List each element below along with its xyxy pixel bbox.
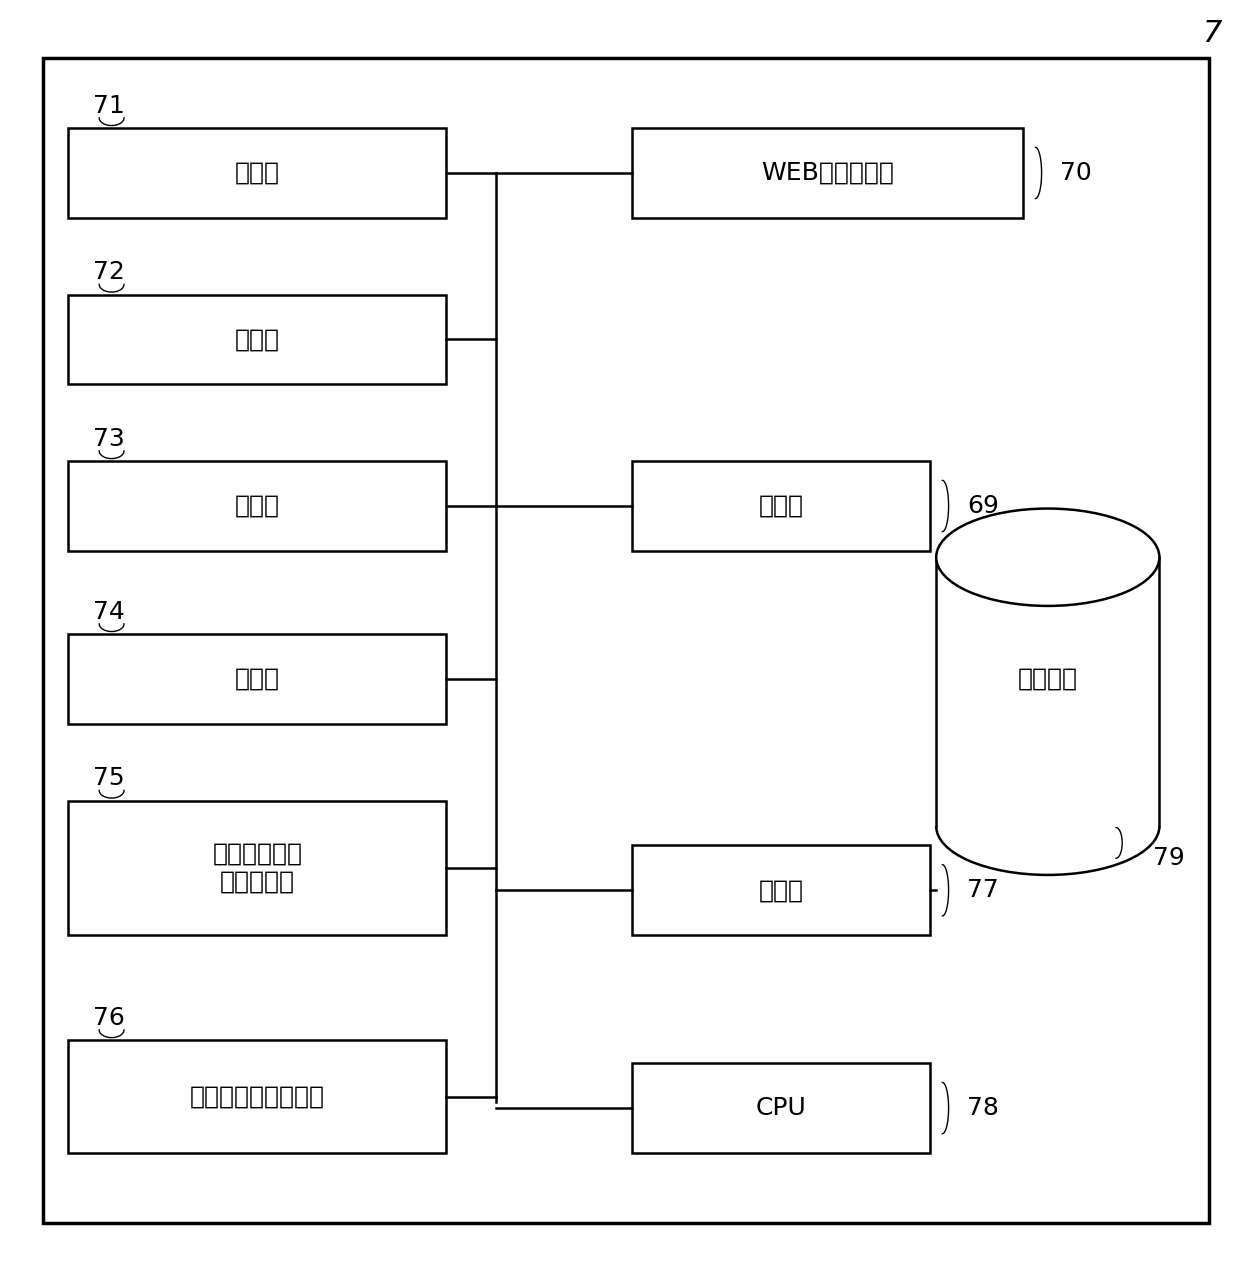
Text: 注册块: 注册块 — [759, 494, 804, 518]
Bar — [68, 801, 446, 935]
Text: 内存块: 内存块 — [759, 879, 804, 902]
Text: 70: 70 — [1060, 161, 1092, 184]
Text: 69: 69 — [967, 494, 999, 518]
Bar — [632, 128, 1023, 218]
Text: 接收块: 接收块 — [234, 328, 280, 351]
Text: 73: 73 — [93, 427, 125, 451]
Bar — [68, 295, 446, 384]
Text: WEB屏幕生成块: WEB屏幕生成块 — [761, 161, 894, 184]
Text: 输入块: 输入块 — [234, 494, 280, 518]
Text: 显示块: 显示块 — [234, 667, 280, 690]
Text: 72: 72 — [93, 260, 125, 284]
Text: 顾客管理信息生成块: 顾客管理信息生成块 — [190, 1085, 325, 1108]
Bar — [632, 461, 930, 551]
Text: 7: 7 — [1202, 19, 1221, 49]
Bar — [68, 1040, 446, 1153]
Text: CPU: CPU — [756, 1097, 806, 1120]
Text: 77: 77 — [967, 879, 999, 902]
Text: 71: 71 — [93, 94, 125, 118]
Bar — [632, 1063, 930, 1153]
Text: 79: 79 — [1153, 847, 1185, 870]
Text: 76: 76 — [93, 1006, 125, 1030]
Bar — [68, 634, 446, 724]
Bar — [68, 128, 446, 218]
Text: 75: 75 — [93, 766, 125, 790]
Bar — [68, 461, 446, 551]
Text: 发送块: 发送块 — [234, 161, 280, 184]
Text: 存储器块: 存储器块 — [1018, 667, 1078, 690]
Text: 顾客配置文件
信息生成块: 顾客配置文件 信息生成块 — [212, 842, 303, 894]
Bar — [936, 557, 1159, 826]
Text: 78: 78 — [967, 1097, 999, 1120]
Bar — [632, 845, 930, 935]
Ellipse shape — [936, 509, 1159, 606]
Text: 74: 74 — [93, 600, 125, 624]
